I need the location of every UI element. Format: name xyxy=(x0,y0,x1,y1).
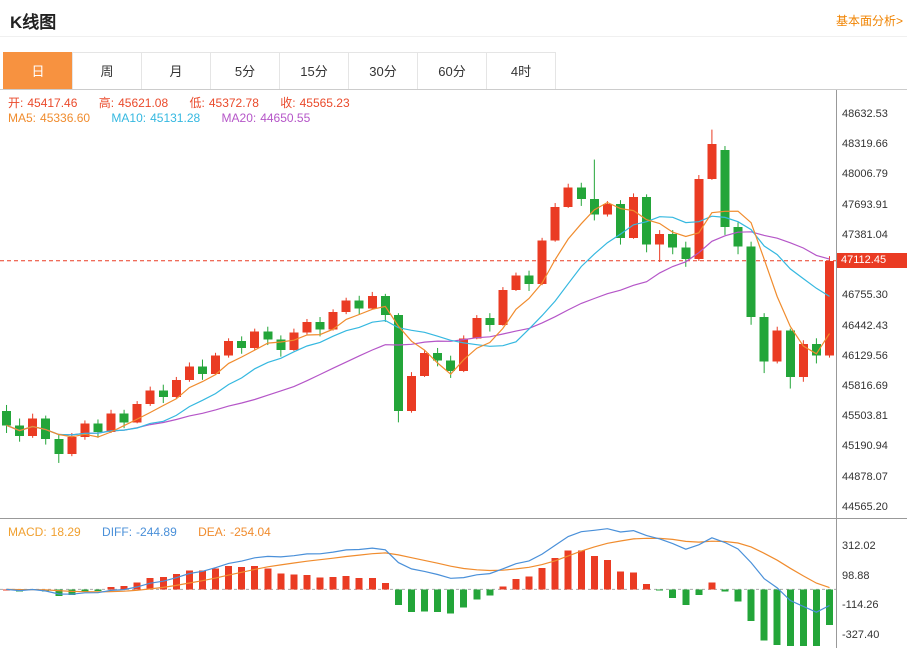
price-axis-label: 45816.69 xyxy=(842,379,888,392)
high-value: 45621.08 xyxy=(118,96,169,110)
ma-info-row: MA5: 45336.60 MA10: 45131.28 MA20: 44650.55 xyxy=(8,111,328,125)
page-title: K线图 xyxy=(10,13,57,32)
high-label: 高: xyxy=(98,96,115,110)
low-label: 低: xyxy=(189,96,205,110)
ohlc-info-row: 开: 45417.46 高: 45621.08 低: 45372.78 收: 45565… xyxy=(8,94,368,111)
macd-axis-label: -327.40 xyxy=(842,629,880,642)
diff-label: DIFF: xyxy=(102,525,133,539)
ma10-value: 45131.28 xyxy=(150,111,201,125)
candlestick-svg xyxy=(0,129,836,463)
open-value: 45417.46 xyxy=(27,96,78,110)
macd-axis-label: 98.88 xyxy=(842,569,870,582)
price-axis-label: 44565.20 xyxy=(842,500,888,513)
period-tab-周[interactable]: 周 xyxy=(72,52,142,89)
price-axis-label: 48006.79 xyxy=(842,168,888,181)
period-tab-30分[interactable]: 30分 xyxy=(348,52,418,89)
low-value: 45372.78 xyxy=(208,96,259,110)
chart-area: 开: 45417.46 高: 45621.08 低: 45372.78 收: 45565… xyxy=(0,90,907,648)
ma20-value: 44650.55 xyxy=(260,111,311,125)
price-axis-label: 45190.94 xyxy=(842,440,888,453)
price-axis-label: 45503.81 xyxy=(842,410,888,423)
period-tab-日[interactable]: 日 xyxy=(3,52,73,89)
price-axis-label: 46442.43 xyxy=(842,319,888,332)
current-price-tag: 47112.45 xyxy=(837,252,907,268)
macd-svg xyxy=(0,528,836,646)
fundamental-analysis-link[interactable]: 基本面分析> xyxy=(835,14,903,28)
macd-label: MACD: xyxy=(8,525,47,539)
macd-axis-label: -114.26 xyxy=(842,599,879,612)
candlestick-chart[interactable]: 开: 45417.46 高: 45621.08 低: 45372.78 收: 45565… xyxy=(0,90,836,518)
price-axis-label: 48632.53 xyxy=(842,107,888,120)
macd-value: 18.29 xyxy=(50,525,81,539)
ma20-label: MA20: xyxy=(221,111,257,125)
open-label: 开: xyxy=(8,96,24,110)
macd-info-row: MACD: 18.29 DIFF: -244.89 DEA: -254.04 xyxy=(8,525,289,539)
price-axis-label: 46129.56 xyxy=(842,349,888,362)
macd-chart[interactable]: MACD: 18.29 DIFF: -244.89 DEA: -254.04 xyxy=(0,519,836,648)
period-tabs: 日周月 5分 15分 30分 60分 4时 xyxy=(0,37,907,90)
ma5-label: MA5: xyxy=(8,111,37,125)
price-axis-label: 47693.91 xyxy=(842,198,888,211)
period-tab-5分[interactable]: 5分 xyxy=(210,52,280,89)
dea-value: -254.04 xyxy=(230,525,271,539)
ma10-label: MA10: xyxy=(111,111,147,125)
period-tab-60分[interactable]: 60分 xyxy=(417,52,487,89)
close-value: 45565.23 xyxy=(299,96,350,110)
price-axis-label: 44878.07 xyxy=(842,470,888,483)
price-axis-label: 46755.30 xyxy=(842,289,888,302)
price-axis-label: 47381.04 xyxy=(842,228,888,241)
title-bar: K线图 基本面分析> xyxy=(0,0,907,37)
ma5-value: 45336.60 xyxy=(40,111,91,125)
price-axis: 47112.45 48632.53 48319.66 48006.79 47693.9… xyxy=(836,90,907,648)
period-tab-15分[interactable]: 15分 xyxy=(279,52,349,89)
close-label: 收: xyxy=(280,96,296,110)
diff-value: -244.89 xyxy=(136,525,177,539)
dea-label: DEA: xyxy=(198,525,227,539)
macd-axis-label: 312.02 xyxy=(842,539,876,552)
panel-divider xyxy=(0,518,907,519)
period-tab-4时[interactable]: 4时 xyxy=(486,52,556,89)
price-axis-label: 48319.66 xyxy=(842,138,888,151)
period-tab-月[interactable]: 月 xyxy=(141,52,211,89)
